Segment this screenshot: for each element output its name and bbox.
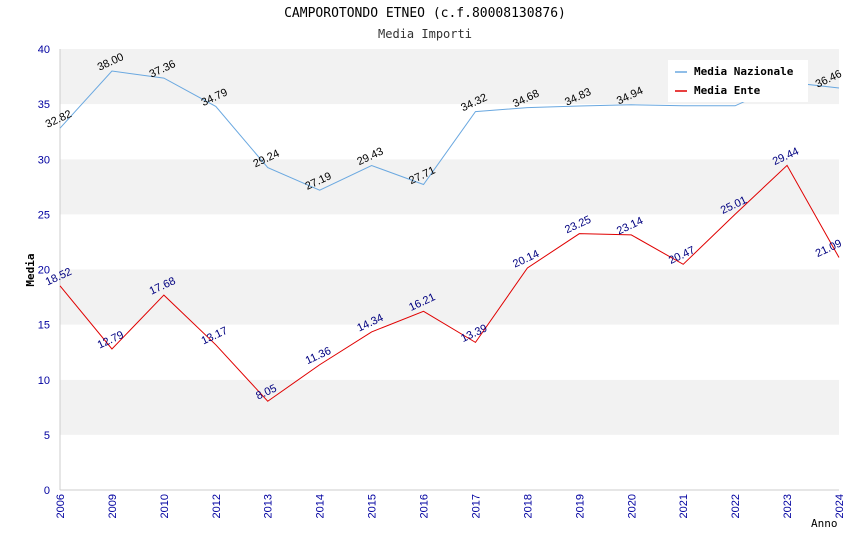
x-tick-label: 2020 [626, 494, 638, 518]
y-tick-label: 35 [38, 99, 50, 111]
grid-band [60, 104, 839, 160]
grid-band [60, 269, 839, 325]
grid-band [60, 214, 839, 270]
legend: Media Nazionale Media Ente [668, 60, 808, 102]
y-tick-label: 25 [38, 209, 50, 221]
axes [59, 49, 839, 491]
x-axis-title: Anno [811, 517, 838, 530]
x-tick-label: 2014 [315, 494, 327, 518]
x-tick-label: 2019 [574, 494, 586, 518]
y-axis-title: Media [24, 253, 37, 286]
legend-label-nazionale: Media Nazionale [694, 65, 794, 78]
series-lines [59, 70, 840, 402]
x-tick-label: 2023 [782, 494, 794, 518]
x-tick-label: 2017 [470, 494, 482, 518]
x-tick-label: 2006 [55, 494, 67, 518]
x-tick-label: 2012 [211, 494, 223, 518]
x-tick-label: 2009 [107, 494, 119, 518]
chart-subtitle: Media Importi [378, 27, 472, 41]
grid-bands [60, 49, 839, 490]
x-tick-label: 2015 [367, 494, 379, 518]
x-tick-label: 2010 [159, 494, 171, 518]
grid-band [60, 324, 839, 380]
legend-box [668, 60, 808, 102]
y-ticks: 0 5 10 15 20 25 30 35 40 [38, 44, 50, 497]
legend-label-ente: Media Ente [694, 84, 761, 97]
y-tick-label: 10 [38, 375, 50, 387]
y-tick-label: 30 [38, 154, 50, 166]
x-tick-label: 2024 [834, 494, 846, 518]
y-tick-label: 20 [38, 265, 50, 277]
series-line-nazionale [59, 70, 840, 191]
x-ticks: 2006 2009 2010 2012 2013 2014 2015 2016 2017 2018… [55, 494, 846, 518]
x-tick-label: 2013 [263, 494, 275, 518]
y-tick-label: 40 [38, 44, 50, 56]
x-tick-label: 2016 [419, 494, 431, 518]
grid-band [60, 434, 839, 490]
x-tick-label: 2022 [730, 494, 742, 518]
y-tick-label: 5 [44, 430, 50, 442]
y-tick-label: 15 [38, 320, 50, 332]
x-tick-label: 2021 [678, 494, 690, 518]
x-tick-label: 2018 [522, 494, 534, 518]
grid-band [60, 379, 839, 435]
y-tick-label: 0 [44, 485, 50, 497]
chart-title: CAMPOROTONDO ETNEO (c.f.80008130876) [284, 6, 566, 21]
grid-band [60, 159, 839, 215]
series-line-ente [59, 164, 840, 402]
